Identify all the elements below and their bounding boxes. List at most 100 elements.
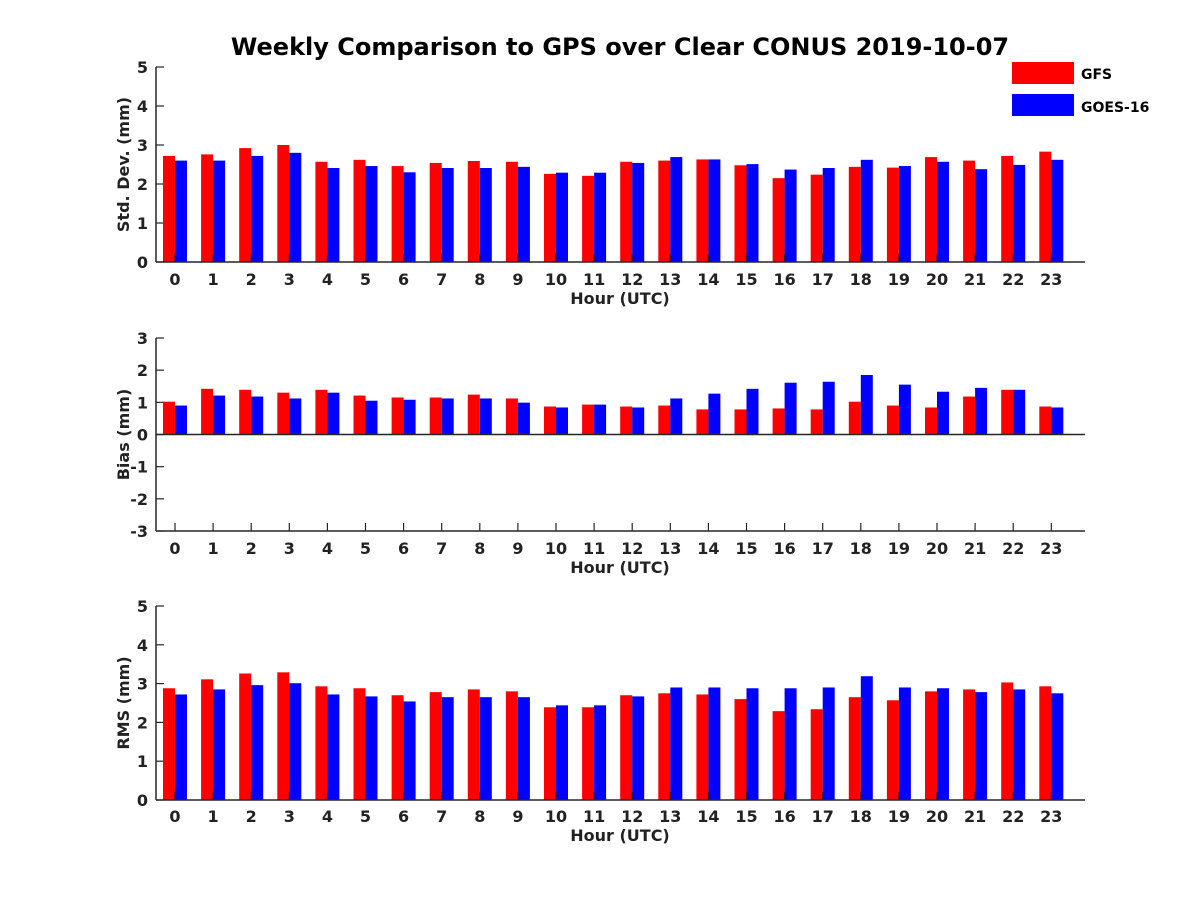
std-dev-bar-goes16-4 — [327, 168, 340, 262]
rms-x-tick-label: 0 — [169, 807, 180, 826]
bias-x-tick-label: 16 — [773, 539, 795, 558]
bias-x-tick-label: 1 — [208, 539, 219, 558]
rms-x-tick-label: 8 — [474, 807, 485, 826]
rms-bar-gfs-10 — [544, 707, 556, 800]
rms-bar-goes16-16 — [784, 688, 797, 800]
std-dev-bar-gfs-3 — [277, 145, 290, 262]
rms-bar-goes16-12 — [632, 696, 645, 800]
std-dev-bar-gfs-19 — [886, 167, 899, 262]
std-dev-x-tick-label: 4 — [322, 270, 333, 289]
rms-bar-goes16-18 — [860, 676, 873, 800]
std-dev-bar-gfs-18 — [848, 166, 861, 262]
std-dev-bar-gfs-7 — [429, 162, 442, 262]
std-dev-bar-goes16-5 — [365, 166, 378, 262]
std-dev-bar-goes16-1 — [213, 160, 226, 262]
std-dev-x-tick-label: 23 — [1040, 270, 1062, 289]
std-dev-bar-goes16-22 — [1013, 164, 1026, 262]
rms-x-tick-label: 17 — [812, 807, 834, 826]
bias-bar-gfs-21 — [963, 396, 976, 435]
std-dev-x-tick-label: 3 — [284, 270, 295, 289]
std-dev-x-tick-label: 18 — [850, 270, 872, 289]
bias-bar-gfs-9 — [505, 398, 518, 435]
std-dev-bar-goes16-8 — [479, 168, 492, 262]
rms-x-tick-label: 5 — [360, 807, 371, 826]
bias-bar-gfs-12 — [620, 406, 633, 435]
std-dev-bar-gfs-23 — [1039, 151, 1052, 262]
std-dev-bar-goes16-15 — [746, 164, 759, 262]
rms-bar-gfs-3 — [277, 672, 290, 800]
rms-y-tick-label: 4 — [137, 636, 148, 655]
bias-bar-goes16-11 — [594, 404, 607, 435]
bias-bar-gfs-6 — [391, 397, 404, 435]
bias-x-tick-label: 11 — [583, 539, 605, 558]
bias-bar-gfs-5 — [353, 395, 366, 435]
bias-bar-goes16-9 — [517, 402, 530, 435]
std-dev-bar-goes16-23 — [1051, 159, 1064, 262]
bias-x-tick-label: 2 — [246, 539, 257, 558]
bias-bar-goes16-4 — [327, 392, 340, 435]
rms-y-tick-label: 0 — [137, 791, 148, 810]
rms-x-tick-label: 21 — [964, 807, 986, 826]
rms-x-tick-label: 20 — [926, 807, 948, 826]
bias-bar-gfs-8 — [467, 394, 480, 435]
legend-swatch-goes16 — [1012, 94, 1074, 116]
bias-x-tick-label: 22 — [1002, 539, 1024, 558]
bias-x-tick-label: 21 — [964, 539, 986, 558]
legend: GFS GOES-16 — [1012, 62, 1149, 116]
std-dev-bar-gfs-22 — [1001, 155, 1014, 262]
rms-bar-goes16-7 — [441, 697, 454, 800]
bias-bar-goes16-16 — [784, 382, 797, 435]
bias-bar-goes16-0 — [175, 405, 187, 435]
std-dev-bar-goes16-20 — [937, 161, 949, 262]
std-dev-bar-goes16-16 — [784, 169, 797, 262]
bias-bar-goes16-22 — [1013, 389, 1026, 435]
bias-y-tick-label: 1 — [137, 393, 148, 412]
bias-x-axis-label: Hour (UTC) — [570, 558, 670, 577]
std-dev-x-tick-label: 6 — [398, 270, 409, 289]
std-dev-bar-gfs-11 — [582, 175, 595, 262]
std-dev-x-tick-label: 12 — [621, 270, 643, 289]
bias-bar-gfs-7 — [429, 397, 442, 435]
rms-bar-gfs-0 — [163, 688, 175, 800]
rms-bar-gfs-15 — [734, 699, 747, 800]
rms-bar-gfs-12 — [620, 695, 633, 800]
rms-x-tick-label: 10 — [545, 807, 567, 826]
std-dev-y-tick-label: 0 — [137, 253, 148, 272]
rms-x-tick-label: 9 — [512, 807, 523, 826]
std-dev-x-tick-label: 0 — [169, 270, 180, 289]
bias-bar-goes16-5 — [365, 400, 378, 435]
bias-bar-gfs-10 — [544, 406, 556, 435]
std-dev-bar-goes16-6 — [403, 172, 416, 262]
rms-bar-gfs-23 — [1039, 686, 1052, 800]
bias-x-tick-label: 5 — [360, 539, 371, 558]
rms-bar-gfs-16 — [772, 711, 785, 800]
bias-bar-gfs-15 — [734, 409, 747, 435]
rms-x-tick-label: 23 — [1040, 807, 1062, 826]
std-dev-bar-goes16-21 — [975, 169, 988, 262]
std-dev-bar-gfs-20 — [925, 157, 937, 262]
rms-y-tick-label: 5 — [137, 597, 148, 616]
std-dev-y-tick-label: 5 — [137, 58, 148, 77]
std-dev-bar-goes16-17 — [822, 168, 835, 262]
rms-x-axis-label: Hour (UTC) — [570, 826, 670, 845]
rms-bar-goes16-11 — [594, 705, 607, 800]
bias-bar-gfs-0 — [163, 401, 175, 435]
bias-bar-gfs-1 — [201, 388, 214, 435]
std-dev-bar-goes16-19 — [898, 166, 911, 262]
bias-x-tick-label: 8 — [474, 539, 485, 558]
rms-bar-goes16-14 — [708, 687, 721, 800]
rms-bar-gfs-6 — [391, 695, 404, 800]
std-dev-x-tick-label: 8 — [474, 270, 485, 289]
rms-bar-goes16-6 — [403, 701, 416, 800]
bias-bar-goes16-17 — [822, 381, 835, 435]
bias-bar-gfs-16 — [772, 408, 785, 435]
bias-bar-gfs-17 — [810, 409, 823, 435]
rms-x-tick-label: 18 — [850, 807, 872, 826]
bias-x-tick-label: 7 — [436, 539, 447, 558]
rms-x-tick-label: 15 — [735, 807, 757, 826]
std-dev-bar-gfs-12 — [620, 161, 633, 262]
std-dev-bar-gfs-17 — [810, 174, 823, 262]
std-dev-bar-goes16-14 — [708, 159, 721, 262]
